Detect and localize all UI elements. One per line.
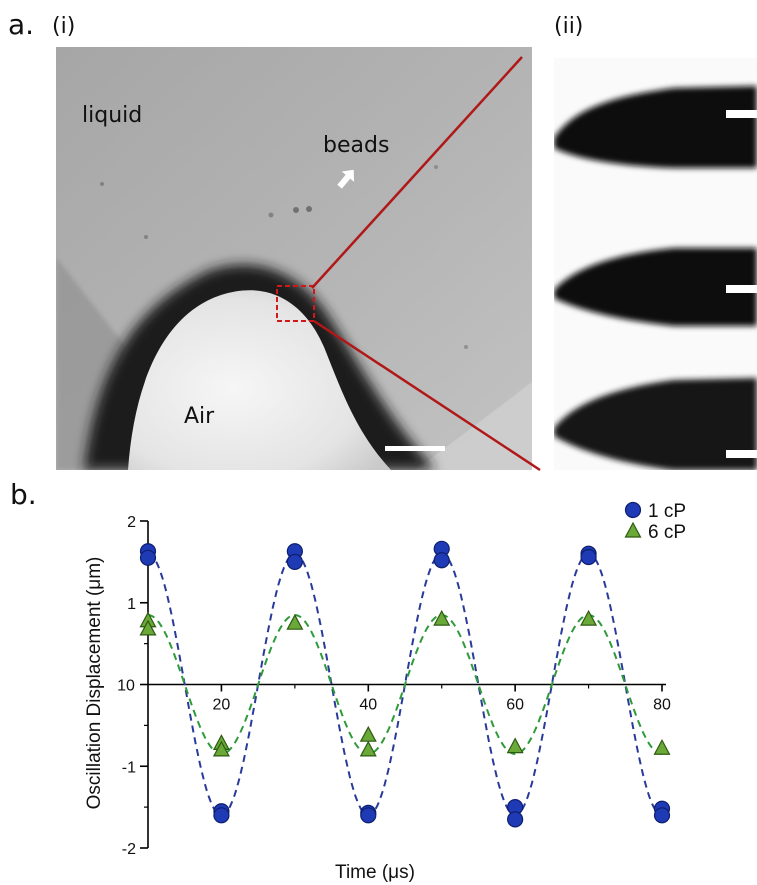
legend-label: 6 cP xyxy=(648,522,686,543)
legend-marker-1cp xyxy=(624,501,642,519)
data-point-1cp xyxy=(139,549,157,566)
data-point-1cp xyxy=(286,553,303,570)
fit-curve-1 xyxy=(147,613,663,756)
zoomed-image-strip xyxy=(554,58,757,470)
data-point-6cp xyxy=(359,740,377,757)
beads-label: beads xyxy=(323,133,390,158)
y-tick-label: 1 xyxy=(127,596,136,613)
data-point-1cp xyxy=(213,807,230,824)
data-point-6cp xyxy=(580,609,598,626)
data-point-1cp xyxy=(507,811,524,828)
data-point-6cp xyxy=(212,740,230,757)
legend-label: 1 cP xyxy=(648,501,686,522)
x-tick-label: 40 xyxy=(359,697,377,714)
panel-a-ii-label: (ii) xyxy=(554,14,584,39)
data-point-1cp xyxy=(360,807,377,824)
data-point-1cp xyxy=(433,552,450,569)
data-point-6cp xyxy=(286,613,304,630)
x-tick-label: 20 xyxy=(213,697,231,714)
x-tick-label: 80 xyxy=(653,697,671,714)
data-point-6cp xyxy=(139,619,157,636)
y-tick-label: 2 xyxy=(127,514,136,531)
liquid-label: liquid xyxy=(82,103,143,128)
y-tick-label: -1 xyxy=(122,759,136,776)
y-axis-label: Oscillation Displacement (μm) xyxy=(84,557,105,810)
panel-a-i-label: (i) xyxy=(52,14,76,39)
displacement-chart: 2 1 -1 -2 10 20 40 60 80 1 cP6 cP Time (μs) Osci… xyxy=(84,501,686,883)
panel-a-letter: a. xyxy=(8,8,35,41)
data-point-1cp xyxy=(580,548,597,566)
data-point-6cp xyxy=(359,725,377,742)
data-point-6cp xyxy=(433,609,451,626)
data-point-1cp xyxy=(653,807,671,824)
fit-curve-0 xyxy=(147,552,663,817)
x-tick-label: 10 xyxy=(117,678,135,695)
data-point-6cp xyxy=(506,737,524,754)
x-tick-label: 60 xyxy=(506,697,524,714)
y-tick-label: -2 xyxy=(122,841,136,858)
data-point-6cp xyxy=(653,738,671,755)
air-label: Air xyxy=(184,404,215,429)
panel-b-letter: b. xyxy=(10,478,37,511)
x-axis-label: Time (μs) xyxy=(335,862,415,883)
legend-marker-6cp xyxy=(624,521,642,538)
